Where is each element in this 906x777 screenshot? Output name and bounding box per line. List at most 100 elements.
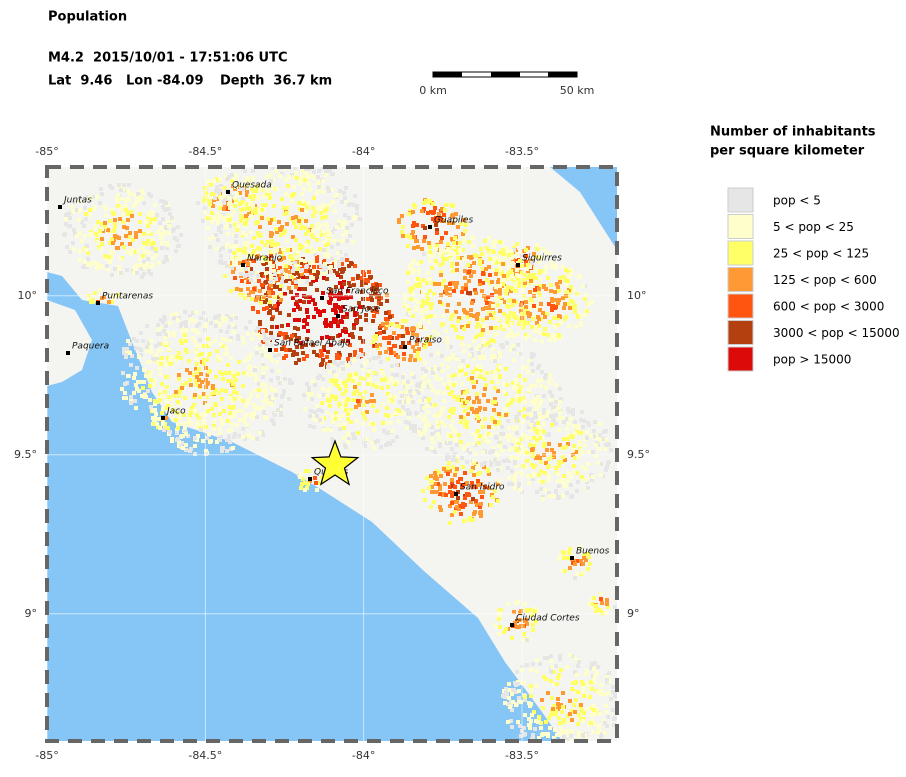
pop-cell xyxy=(290,275,294,279)
pop-cell xyxy=(340,200,344,204)
pop-cell xyxy=(264,393,268,397)
pop-cell xyxy=(498,295,502,299)
pop-cell xyxy=(512,477,516,481)
pop-cell xyxy=(557,314,561,318)
pop-cell xyxy=(430,480,434,484)
pop-cell xyxy=(351,359,355,363)
pop-cell xyxy=(407,212,411,216)
pop-cell xyxy=(245,423,249,427)
city-label: San Francisco xyxy=(326,287,389,297)
pop-cell xyxy=(401,225,405,229)
pop-cell xyxy=(505,383,509,387)
pop-cell xyxy=(146,360,150,364)
pop-cell xyxy=(141,386,145,390)
pop-cell xyxy=(131,238,135,242)
pop-cell xyxy=(341,225,345,229)
pop-cell xyxy=(455,397,459,401)
pop-cell xyxy=(113,225,117,229)
pop-cell xyxy=(330,257,334,261)
pop-cell xyxy=(252,249,256,253)
pop-cell xyxy=(378,331,382,335)
pop-cell xyxy=(513,621,517,625)
pop-cell xyxy=(292,185,296,189)
pop-cell xyxy=(223,274,227,278)
pop-cell xyxy=(361,411,365,415)
pop-cell xyxy=(487,236,491,240)
pop-cell xyxy=(506,720,510,724)
pop-cell xyxy=(270,418,274,422)
pop-cell xyxy=(409,354,413,358)
pop-cell xyxy=(300,287,304,291)
pop-cell xyxy=(494,451,498,455)
pop-cell xyxy=(209,195,213,199)
pop-cell xyxy=(546,410,550,414)
pop-cell xyxy=(330,363,334,367)
pop-cell xyxy=(170,313,174,317)
pop-cell xyxy=(243,359,247,363)
pop-cell xyxy=(582,419,586,423)
pop-cell xyxy=(125,250,129,254)
pop-cell xyxy=(599,592,603,596)
legend-swatch xyxy=(727,187,754,213)
pop-cell xyxy=(532,472,536,476)
pop-cell xyxy=(352,398,356,402)
pop-cell xyxy=(465,400,469,404)
pop-cell xyxy=(313,476,317,480)
pop-cell xyxy=(104,207,108,211)
pop-cell xyxy=(385,293,389,297)
pop-cell xyxy=(255,437,259,441)
pop-cell xyxy=(228,201,232,205)
pop-cell xyxy=(593,674,597,678)
pop-cell xyxy=(441,493,445,497)
pop-cell xyxy=(325,355,329,359)
city-marker xyxy=(336,314,340,318)
pop-cell xyxy=(574,681,578,685)
pop-cell xyxy=(132,271,136,275)
pop-cell xyxy=(285,222,289,226)
pop-cell xyxy=(483,417,487,421)
pop-cell xyxy=(422,252,426,256)
pop-cell xyxy=(284,279,288,283)
pop-cell xyxy=(349,411,353,415)
pop-cell xyxy=(424,340,428,344)
pop-cell xyxy=(517,689,521,693)
pop-cell xyxy=(308,269,312,273)
pop-cell xyxy=(466,291,470,295)
pop-cell xyxy=(313,302,317,306)
pop-cell xyxy=(282,256,286,260)
pop-cell xyxy=(496,280,500,284)
pop-cell xyxy=(447,374,451,378)
pop-cell xyxy=(341,233,345,237)
pop-cell xyxy=(262,194,266,198)
pop-cell xyxy=(584,478,588,482)
pop-cell xyxy=(498,284,502,288)
pop-cell xyxy=(448,490,452,494)
pop-cell xyxy=(207,432,211,436)
pop-cell xyxy=(474,499,478,503)
pop-cell xyxy=(472,385,476,389)
pop-cell xyxy=(400,214,404,218)
pop-cell xyxy=(273,354,277,358)
pop-cell xyxy=(351,432,355,436)
pop-cell xyxy=(139,266,143,270)
pop-cell xyxy=(134,231,138,235)
pop-cell xyxy=(476,464,480,468)
pop-cell xyxy=(181,434,185,438)
pop-cell xyxy=(80,239,84,243)
pop-cell xyxy=(165,399,169,403)
pop-cell xyxy=(470,301,474,305)
pop-cell xyxy=(471,370,475,374)
pop-cell xyxy=(143,250,147,254)
pop-cell xyxy=(459,420,463,424)
pop-cell xyxy=(269,283,273,287)
pop-cell xyxy=(198,344,202,348)
pop-cell xyxy=(585,693,589,697)
pop-cell xyxy=(299,486,303,490)
pop-cell xyxy=(526,408,530,412)
pop-cell xyxy=(433,414,437,418)
pop-cell xyxy=(331,420,335,424)
pop-cell xyxy=(561,446,565,450)
pop-cell xyxy=(365,410,369,414)
pop-cell xyxy=(425,293,429,297)
pop-cell xyxy=(454,248,458,252)
